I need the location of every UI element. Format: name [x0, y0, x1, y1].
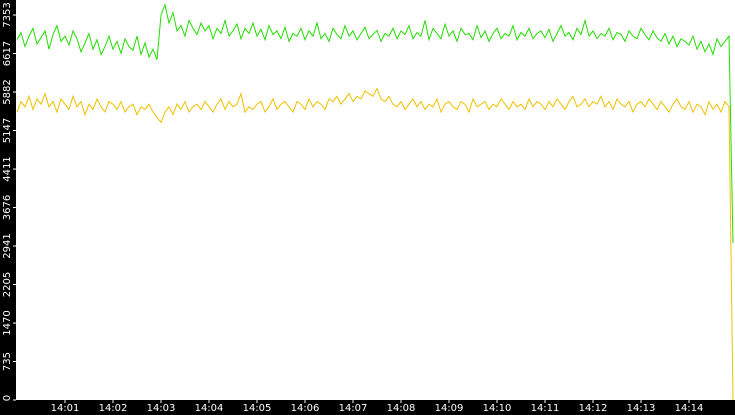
series-line: [16, 2, 734, 243]
x-tick-label: 14:01: [51, 403, 80, 414]
plot-area: [16, 0, 735, 400]
y-tick-label: 5147: [2, 118, 13, 143]
x-tick-label: 14:11: [531, 403, 560, 414]
x-tick-label: 14:05: [243, 403, 272, 414]
y-tick-label: 2205: [2, 272, 13, 297]
y-tick-label: 1470: [2, 310, 13, 335]
x-tick-label: 14:02: [99, 403, 128, 414]
x-tick-label: 14:04: [195, 403, 224, 414]
x-tick-label: 14:10: [483, 403, 512, 414]
y-tick-label: 4411: [2, 156, 13, 181]
x-tick-label: 14:03: [147, 403, 176, 414]
x-tick-label: 14:08: [387, 403, 416, 414]
y-tick-label: 6617: [2, 41, 13, 66]
x-tick-label: 14:07: [339, 403, 368, 414]
x-tick-label: 14:13: [627, 403, 656, 414]
x-tick-label: 14:12: [579, 403, 608, 414]
y-tick-label: 2941: [2, 233, 13, 258]
y-tick-label: 3676: [2, 195, 13, 220]
x-tick-label: 14:14: [675, 403, 704, 414]
x-tick-label: 14:06: [291, 403, 320, 414]
y-tick-label: 5882: [2, 79, 13, 104]
y-tick-label: 0: [2, 395, 13, 401]
x-tick-label: 14:09: [435, 403, 464, 414]
series-line: [16, 87, 734, 401]
y-tick-label: 735: [2, 352, 13, 371]
y-tick-label: 7353: [2, 2, 13, 27]
